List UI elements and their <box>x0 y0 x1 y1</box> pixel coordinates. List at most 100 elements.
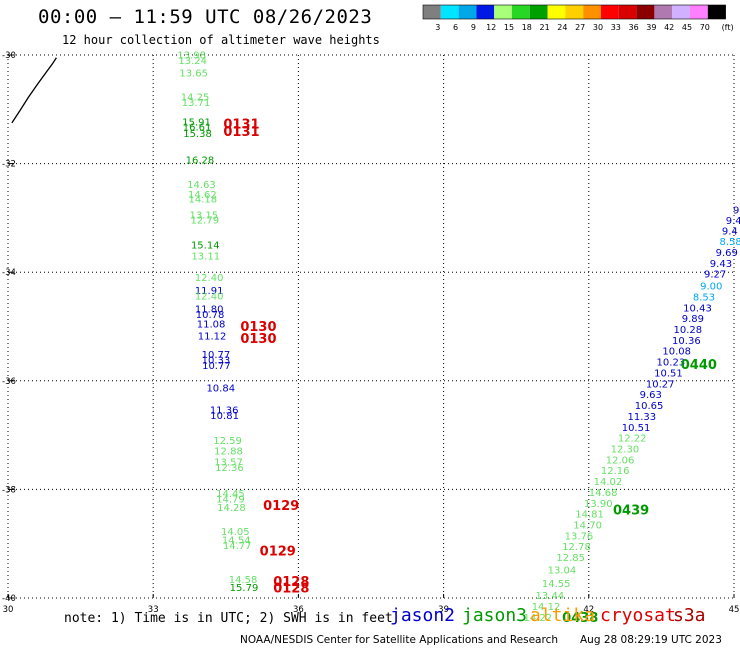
swh-value: 11.91 <box>195 286 224 297</box>
swh-value: 14.22 <box>523 613 552 624</box>
swh-value: 14.77 <box>223 541 252 552</box>
swh-value: 14.81 <box>575 510 604 521</box>
swh-value: 8.58 <box>719 237 740 248</box>
colorbar-swatch <box>458 5 477 19</box>
swh-value: 14.05 <box>221 527 250 538</box>
colorbar-label: 42 <box>664 23 674 32</box>
pass-time: 0131 <box>223 117 259 132</box>
pass-time: 0130 <box>240 320 276 335</box>
swh-value: 11.33 <box>628 412 657 423</box>
colorbar-label: 27 <box>575 23 585 32</box>
swh-value: 9.43 <box>710 259 732 270</box>
pass-time: 0128 <box>273 575 309 590</box>
swh-value: 12.79 <box>190 215 219 226</box>
legend-altika: altika <box>530 605 596 626</box>
lon-tick-label: 45 <box>729 605 740 615</box>
colorbar-label: 15 <box>504 23 514 32</box>
swh-value: 8.53 <box>693 292 715 303</box>
swh-value: 9.00 <box>700 282 722 293</box>
pass-time: 0438 <box>562 611 598 626</box>
swh-value: 13.65 <box>179 69 208 80</box>
page-title: 00:00 – 11:59 UTC 08/26/2023 <box>38 6 373 28</box>
colorbar-label: 30 <box>593 23 603 32</box>
lat-tick-label: -30 <box>2 51 16 61</box>
colorbar-swatch <box>654 5 673 19</box>
swh-value: 16.28 <box>186 156 215 167</box>
swh-value: 14.68 <box>589 488 618 499</box>
swh-value: 12.40 <box>195 273 224 284</box>
colorbar-label: 33 <box>611 23 621 32</box>
swh-value: 9.4 <box>722 227 738 238</box>
colorbar-label: 3 <box>435 23 440 32</box>
swh-value: 10.81 <box>210 411 239 422</box>
colorbar-swatch <box>547 5 566 19</box>
lat-tick-label: -38 <box>2 485 16 495</box>
swh-value: 11.12 <box>198 332 227 343</box>
colorbar-swatch <box>636 5 655 19</box>
colorbar-border <box>422 4 726 20</box>
axis-labels: 30 33 36 39 42 45 -30 -32 -34 -36 -38 -40 <box>2 51 739 615</box>
swh-value: 14.70 <box>573 520 602 531</box>
colorbar-label: 45 <box>682 23 692 32</box>
legend-s3a: s3a <box>673 605 706 626</box>
coastline <box>11 57 57 124</box>
swh-value: 14.79 <box>216 494 245 505</box>
swh-value: 14.18 <box>189 195 218 206</box>
swh-value: 10.36 <box>672 336 701 347</box>
colorbar-swatch <box>440 5 459 19</box>
lat-tick-label: -34 <box>2 268 16 278</box>
swh-value: 10.78 <box>196 310 225 321</box>
footnote: note: 1) Time is in UTC; 2) SWH is in fe… <box>64 611 393 626</box>
colorbar-swatch <box>601 5 619 19</box>
coastline-path <box>11 57 57 124</box>
swh-value: 14.58 <box>229 575 258 586</box>
colorbar-swatch <box>690 5 708 19</box>
swh-value: 10.28 <box>674 325 703 336</box>
swh-value: 13.71 <box>182 98 211 109</box>
swh-value: 13.15 <box>190 210 219 221</box>
colorbar-swatch <box>529 5 548 19</box>
swh-value: 14.63 <box>187 180 216 191</box>
color-scale-bar: 3 6 9 12 15 18 21 24 27 30 33 36 39 42 45 70 (ft) <box>422 4 734 32</box>
swh-value: 12.06 <box>606 455 635 466</box>
colorbar-swatch <box>476 5 495 19</box>
colorbar-label: 6 <box>453 23 458 32</box>
swh-value: 12.36 <box>215 463 244 474</box>
swh-value: 10.84 <box>206 384 235 395</box>
lon-tick-label: 39 <box>438 605 449 615</box>
lat-tick-label: -32 <box>2 160 16 170</box>
lon-tick-label: 36 <box>293 605 304 615</box>
legend-cryosat: cryosat <box>600 605 676 626</box>
swh-value: 9.69 <box>716 248 738 259</box>
pass-time: 0439 <box>613 503 649 518</box>
swh-value: 9. <box>733 206 740 217</box>
swh-value: 15.38 <box>183 129 212 140</box>
swh-value: 13.76 <box>565 531 594 542</box>
pass-time: 0440 <box>681 358 717 373</box>
colorbar-swatch <box>423 5 441 19</box>
swh-value: 14.54 <box>222 536 251 547</box>
swh-value: 12.59 <box>213 436 242 447</box>
swh-value: 13.57 <box>214 458 243 469</box>
colorbar-swatch <box>618 5 637 19</box>
swh-value: 12.16 <box>601 466 630 477</box>
swh-value: 13.24 <box>178 56 207 67</box>
colorbar-label: 36 <box>629 23 639 32</box>
swh-value: 13.44 <box>536 591 565 602</box>
swh-value: 14.25 <box>181 93 210 104</box>
colorbar-label: 18 <box>522 23 532 32</box>
swh-value: 12.30 <box>611 444 640 455</box>
pass-time: 0128 <box>273 582 309 597</box>
colorbar-label: (ft) <box>722 23 734 32</box>
swh-value: 14.62 <box>188 190 217 201</box>
colorbar-swatch <box>707 5 726 19</box>
lon-tick-label: 42 <box>583 605 594 615</box>
colorbar-swatch <box>565 5 584 19</box>
lon-lat-grid <box>7 54 735 599</box>
swh-value: 15.79 <box>230 583 259 594</box>
swh-value: 10.33 <box>202 355 231 366</box>
